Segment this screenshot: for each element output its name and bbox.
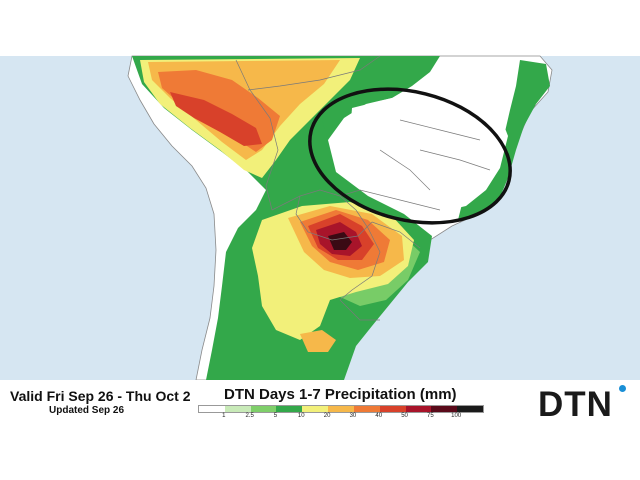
legend-swatch	[276, 406, 303, 412]
legend-tick-label: 75	[427, 413, 434, 419]
dtn-logo-dot	[619, 385, 626, 392]
legend-tick-label: 10	[297, 413, 305, 419]
precip-darkred-north	[170, 92, 262, 146]
updated-date: Updated Sep 26	[49, 405, 125, 416]
legend-swatch	[224, 406, 251, 412]
legend-tick-label: 100	[451, 413, 462, 419]
legend-tick-label: 20	[323, 413, 331, 419]
precipitation-map	[0, 55, 640, 380]
legend-swatch	[431, 406, 458, 412]
legend-tick-label: 5	[273, 413, 278, 419]
legend-swatch	[328, 406, 354, 412]
legend-tick-label: 40	[375, 413, 383, 419]
precip-green-east	[322, 56, 440, 140]
precip-black-core	[328, 232, 352, 250]
legend-tick-label: 50	[401, 413, 408, 419]
legend-tick-label: 1	[222, 413, 226, 419]
legend-tick-label: 30	[349, 413, 357, 419]
footer	[0, 380, 640, 424]
legend-ticks: 1 2.5 5 10 20 30 40 50 75 100	[198, 413, 482, 423]
valid-dates: Valid Fri Sep 26 - Thu Oct 2	[10, 388, 191, 404]
dry-area-circle	[308, 87, 512, 225]
legend-tick-label: 2.5	[245, 413, 254, 419]
legend-title: DTN Days 1-7 Precipitation (mm)	[224, 386, 457, 403]
legend-swatch	[302, 406, 329, 412]
legend-color-bar	[198, 405, 484, 413]
legend-swatch	[250, 406, 277, 412]
legend-swatch	[379, 406, 406, 412]
legend-swatch	[405, 406, 432, 412]
legend-swatch	[199, 406, 225, 412]
legend-swatch	[353, 406, 380, 412]
country-borders	[235, 55, 491, 321]
legend-swatch	[457, 406, 483, 412]
dtn-logo: DTN	[538, 385, 613, 424]
precip-orange-patch	[300, 330, 336, 352]
